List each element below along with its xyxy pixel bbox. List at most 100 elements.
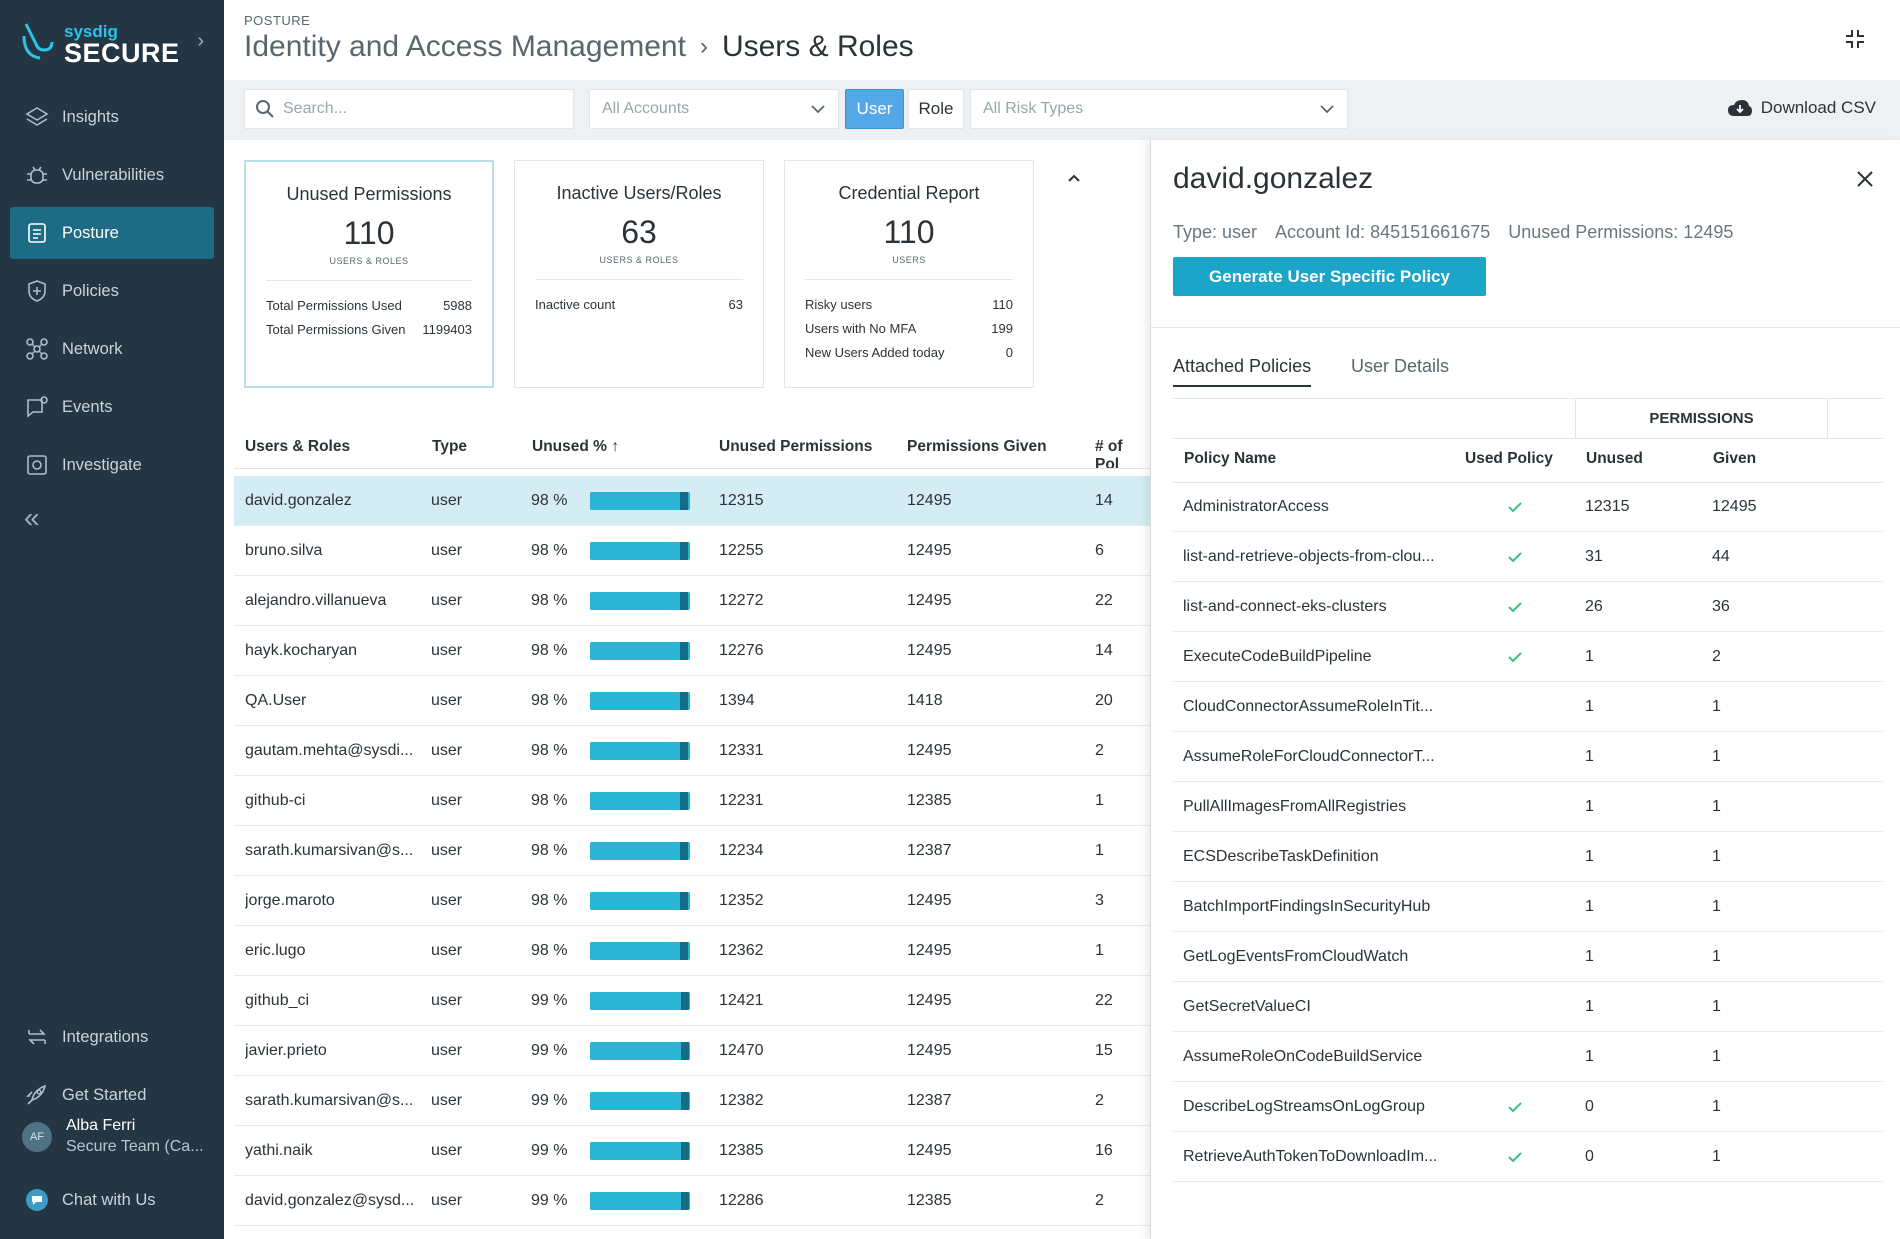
brand-logo[interactable]: sysdig SECURE ›	[20, 18, 210, 70]
cell-used-policy	[1495, 982, 1535, 1032]
col-header-type[interactable]: Type	[432, 438, 468, 455]
table-row[interactable]: jorge.maroto user 98 % 12352 12495 3	[234, 876, 1150, 926]
table-row[interactable]: QA.User user 98 % 1394 1418 20	[234, 676, 1150, 726]
table-row[interactable]: gautam.mehta@sysdi... user 98 % 12331 12495 2	[234, 726, 1150, 776]
table-row[interactable]: alejandro.villanueva user 98 % 12272 12495 22	[234, 576, 1150, 626]
card-unused-permissions[interactable]: Unused Permissions 110 USERS & ROLES Tot…	[244, 160, 494, 388]
table-row[interactable]: bruno.silva user 98 % 12255 12495 6	[234, 526, 1150, 576]
generate-policy-button[interactable]: Generate User Specific Policy	[1173, 257, 1486, 296]
search-icon	[256, 100, 274, 118]
policy-row[interactable]: RetrieveAuthTokenToDownloadIm... 0 1	[1173, 1132, 1883, 1182]
cell-given: 12495	[907, 1142, 952, 1159]
nav-events[interactable]: Events	[10, 381, 214, 433]
policy-row[interactable]: list-and-retrieve-objects-from-clou... 31…	[1173, 532, 1883, 582]
policy-row[interactable]: AssumeRoleForCloudConnectorT... 1 1	[1173, 732, 1883, 782]
cell-name: github-ci	[245, 792, 306, 809]
toggle-role[interactable]: Role	[908, 89, 964, 129]
policy-row[interactable]: GetLogEventsFromCloudWatch 1 1	[1173, 932, 1883, 982]
policy-row[interactable]: ExecuteCodeBuildPipeline 1 2	[1173, 632, 1883, 682]
chat-with-us[interactable]: Chat with Us	[10, 1174, 214, 1226]
card-subtitle: USERS & ROLES	[599, 255, 679, 265]
risk-types-select[interactable]: All Risk Types	[970, 89, 1348, 129]
cell-used-policy	[1495, 632, 1535, 682]
policy-row[interactable]: DescribeLogStreamsOnLogGroup 0 1	[1173, 1082, 1883, 1132]
col-header-unused[interactable]: Unused Permissions	[719, 438, 873, 455]
nav-integrations[interactable]: Integrations	[10, 1011, 214, 1063]
policy-row[interactable]: list-and-connect-eks-clusters 26 36	[1173, 582, 1883, 632]
col-header-used-policy[interactable]: Used Policy	[1465, 450, 1553, 467]
close-icon[interactable]	[1856, 170, 1874, 188]
unused-pct-bar-fill	[590, 592, 688, 610]
cell-policy-name: ECSDescribeTaskDefinition	[1183, 848, 1379, 865]
cell-unused: 12470	[719, 1042, 764, 1059]
col-header-unused[interactable]: Unused	[1586, 450, 1643, 467]
card-stat-row: Inactive count 63	[535, 297, 743, 321]
table-row[interactable]: david.gonzalez user 98 % 12315 12495 14	[234, 476, 1150, 526]
col-header-policy-name[interactable]: Policy Name	[1184, 450, 1277, 467]
accounts-select[interactable]: All Accounts	[589, 89, 839, 129]
cell-given: 12495	[907, 542, 952, 559]
nav-network[interactable]: Network	[10, 323, 214, 375]
col-header-given[interactable]: Given	[1713, 450, 1757, 467]
sort-asc-icon: ↑	[611, 438, 619, 455]
cell-given: 36	[1712, 598, 1730, 615]
table-row[interactable]: yathi.naik user 99 % 12385 12495 16	[234, 1126, 1150, 1176]
cell-name: hayk.kocharyan	[245, 642, 358, 659]
nav-insights[interactable]: Insights	[10, 91, 214, 143]
table-row[interactable]: javier.prieto user 99 % 12470 12495 15	[234, 1026, 1150, 1076]
cell-given: 12385	[907, 792, 952, 809]
policy-row[interactable]: PullAllImagesFromAllRegistries 1 1	[1173, 782, 1883, 832]
table-row[interactable]: sarath.kumarsivan@s... user 99 % 12382 12387…	[234, 1076, 1150, 1126]
users-table: Users & Roles Type Unused % ↑ Unused Per…	[224, 420, 1150, 1239]
table-row[interactable]: eric.lugo user 98 % 12362 12495 1	[234, 926, 1150, 976]
policy-row[interactable]: GetSecretValueCI 1 1	[1173, 982, 1883, 1032]
card-credential-report[interactable]: Credential Report 110 USERS Risky users 1…	[784, 160, 1034, 388]
chevron-up-icon[interactable]	[1066, 170, 1082, 186]
minimize-icon[interactable]	[1844, 28, 1866, 50]
cell-used-policy	[1495, 782, 1535, 832]
nav-label: Insights	[62, 107, 119, 126]
col-header-name[interactable]: Users & Roles	[245, 438, 351, 455]
policy-row[interactable]: BatchImportFindingsInSecurityHub 1 1	[1173, 882, 1883, 932]
cell-given: 44	[1712, 548, 1730, 565]
cell-unused: 1	[1585, 948, 1594, 965]
cell-unused-pct: 98 %	[531, 692, 568, 709]
policy-row[interactable]: AssumeRoleOnCodeBuildService 1 1	[1173, 1032, 1883, 1082]
collapse-sidebar-icon[interactable]: «	[24, 502, 40, 533]
card-divider	[266, 280, 472, 281]
nav-policies[interactable]: Policies	[10, 265, 214, 317]
table-row[interactable]: github-ci user 98 % 12231 12385 1	[234, 776, 1150, 826]
table-row[interactable]: david.gonzalez@sysd... user 99 % 12286 12385…	[234, 1176, 1150, 1226]
tab-user-details[interactable]: User Details	[1351, 356, 1450, 376]
policy-row[interactable]: ECSDescribeTaskDefinition 1 1	[1173, 832, 1883, 882]
cell-name: gautam.mehta@sysdi...	[245, 742, 414, 759]
table-row[interactable]: hayk.kocharyan user 98 % 12276 12495 14	[234, 626, 1150, 676]
search-input[interactable]	[283, 100, 553, 118]
cell-given: 12495	[907, 892, 952, 909]
policy-row[interactable]: CloudConnectorAssumeRoleInTit... 1 1	[1173, 682, 1883, 732]
nav-vulnerabilities[interactable]: Vulnerabilities	[10, 149, 214, 201]
unused-pct-bar-fill	[590, 842, 688, 860]
nav-get-started[interactable]: Get Started	[10, 1069, 214, 1121]
table-row[interactable]: github_ci user 99 % 12421 12495 22	[234, 976, 1150, 1026]
unused-pct-bar-fill	[590, 1042, 689, 1060]
cell-unused: 12276	[719, 642, 764, 659]
download-csv-button[interactable]: Download CSV	[1727, 98, 1876, 118]
download-csv-label: Download CSV	[1760, 98, 1876, 117]
user-profile[interactable]: AF Alba Ferri Secure Team (Ca...	[22, 1117, 204, 1156]
toggle-user[interactable]: User	[845, 89, 904, 129]
cell-policy-name: GetLogEventsFromCloudWatch	[1183, 948, 1409, 965]
col-header-given[interactable]: Permissions Given	[907, 438, 1047, 455]
check-icon	[1508, 1152, 1522, 1163]
nav-investigate[interactable]: Investigate	[10, 439, 214, 491]
chevron-right-icon[interactable]: ›	[197, 30, 204, 52]
cell-unused-pct: 98 %	[531, 792, 568, 809]
nav-posture[interactable]: Posture	[10, 207, 214, 259]
policy-row[interactable]: AdministratorAccess 12315 12495	[1173, 482, 1883, 532]
card-inactive-users[interactable]: Inactive Users/Roles 63 USERS & ROLES In…	[514, 160, 764, 388]
cell-type: user	[431, 1142, 463, 1159]
table-row[interactable]: sarath.kumarsivan@s... user 98 % 12234 12387…	[234, 826, 1150, 876]
breadcrumb-parent[interactable]: Identity and Access Management	[244, 30, 686, 63]
tab-attached-policies[interactable]: Attached Policies	[1173, 356, 1312, 387]
col-header-unused-pct[interactable]: Unused % ↑	[532, 438, 619, 456]
